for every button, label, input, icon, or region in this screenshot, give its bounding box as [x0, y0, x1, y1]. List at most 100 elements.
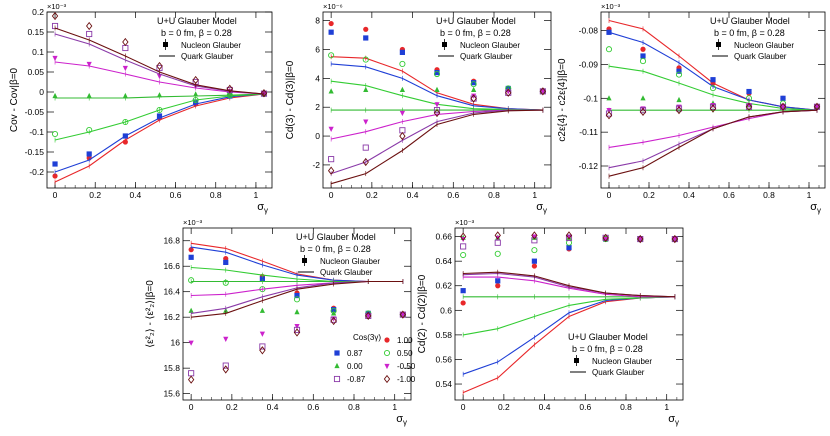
x-tick-label: 0	[329, 190, 334, 200]
nucleon-point-cos-0.87	[495, 278, 501, 284]
nucleon-point-cos--0.87	[605, 110, 613, 117]
y-tick-label: 0.58	[435, 330, 452, 340]
cos-legend-marker-1.00	[384, 337, 390, 343]
chart-title: U+U Glauber Model	[436, 16, 516, 26]
nucleon-point-cos--0.87	[709, 103, 717, 110]
nucleon-point-cos-0.00	[676, 96, 682, 103]
nucleon-point-cos--1.00	[365, 311, 372, 321]
nucleon-point-cos-0.50	[470, 81, 477, 88]
nucleon-point-cos-0.50	[460, 251, 467, 259]
nucleon-point-cos--0.87	[86, 30, 93, 38]
x-tick-label: 1	[532, 190, 537, 200]
y-tick-label: 0.64	[435, 256, 452, 266]
nucleon-point-cos--1.00	[399, 310, 407, 319]
nucleon-point-cos--1.00	[156, 61, 163, 71]
nucleon-point-cos-0.50	[709, 85, 717, 92]
y-tick-label: 6	[315, 45, 320, 55]
chart-title: U+U Glauber Model	[296, 232, 376, 242]
x-tick-label: 0.2	[226, 402, 238, 412]
nucleon-point-cos--1.00	[459, 232, 467, 241]
cos-legend-label: -0.50	[397, 362, 416, 371]
nucleon-point-cos--0.50	[434, 102, 440, 108]
nucleon-point-cos-0.00	[52, 92, 58, 99]
nucleon-point-cos-0.87	[294, 292, 300, 299]
x-axis-label: σγ	[257, 201, 268, 215]
y-axis-label: ⟨ε²₂⟩ - ⟨ε²₂⟩|β=0	[145, 280, 156, 348]
nucleon-point-cos--1.00	[494, 231, 501, 240]
nucleon-point-cos--0.50	[603, 236, 609, 243]
exponent-label: ×10⁻³	[183, 218, 203, 227]
y-tick-label: -0.2	[29, 167, 44, 177]
nucleon-point-cos--0.87	[362, 144, 369, 151]
nucleon-point-cos--1.00	[260, 89, 268, 98]
nucleon-point-cos--1.00	[605, 111, 613, 120]
nucleon-point-cos-0.50	[86, 126, 93, 134]
nucleon-point-cos-1.00	[640, 46, 646, 52]
y-tick-label: -0.05	[25, 107, 45, 117]
x-tick-label: 1	[254, 190, 259, 200]
nucleon-point-cos-0.87	[122, 133, 128, 139]
x-tick-label: 0	[53, 190, 58, 200]
nucleon-point-cos--0.50	[566, 234, 572, 240]
nucleon-point-cos--1.00	[675, 106, 683, 115]
nucleon-point-cos-0.87	[471, 80, 477, 86]
exponent-label: ×10⁻⁶	[323, 2, 343, 11]
x-tick-label: 0.6	[723, 190, 735, 200]
legend-nucleon-label: Nucleon Glauber	[592, 357, 652, 366]
nucleon-point-cos--0.87	[639, 107, 647, 114]
nucleon-point-cos-0.00	[259, 307, 265, 313]
nucleon-point-cos--1.00	[362, 157, 369, 167]
y-axis-label: Cd(2) - Cd(2)|β=0	[417, 274, 428, 353]
nucleon-point-cos--1.00	[531, 231, 538, 240]
nucleon-point-cos-1.00	[52, 173, 58, 179]
nucleon-point-cos--0.87	[675, 105, 683, 112]
y-tick-label: 15.8	[163, 363, 180, 373]
y-tick-label: 0.62	[435, 281, 452, 291]
nucleon-point-cos--1.00	[602, 233, 609, 242]
nucleon-point-cos--0.50	[86, 61, 92, 68]
y-tick-label: 16.6	[163, 261, 180, 271]
nucleon-point-cos--0.87	[531, 237, 538, 244]
nucleon-point-cos-0.50	[565, 239, 573, 246]
y-tick-label: 0	[39, 87, 44, 97]
nucleon-point-cos--0.87	[293, 326, 301, 333]
nucleon-point-cos-0.87	[606, 29, 612, 35]
nucleon-point-cos--0.50	[294, 324, 300, 330]
nucleon-point-cos-0.00	[331, 310, 337, 316]
nucleon-point-cos-0.50	[494, 250, 501, 257]
chart-subtitle: b = 0 fm, β = 0.28	[161, 28, 232, 38]
nucleon-point-cos--1.00	[51, 11, 59, 21]
exponent-label: ×10⁻³	[47, 2, 67, 11]
cos-legend-label: -1.00	[397, 375, 416, 384]
nucleon-point-cos-0.00	[193, 91, 199, 97]
nucleon-point-cos-0.87	[640, 53, 646, 59]
y-tick-label: 0.54	[435, 379, 452, 389]
plot-frame	[322, 11, 552, 189]
nucleon-point-cos-0.87	[188, 254, 194, 260]
y-axis-label: c2ε{4} - c2ε{4}|β=0	[557, 58, 568, 142]
y-tick-label: -0.11	[579, 127, 598, 137]
panel-p4: 0 0.2 0.4 0.6 0.8 1 15.6 15.8 16 16.2 16.4 16.6 16.8…	[145, 218, 416, 427]
nucleon-point-cos-0.50	[122, 118, 129, 126]
nucleon-point-cos-0.00	[363, 86, 369, 93]
y-tick-label: 8	[315, 16, 320, 26]
nucleon-point-cos-0.50	[362, 56, 369, 63]
nucleon-point-cos--1.00	[709, 104, 717, 113]
nucleon-point-cos--1.00	[330, 316, 337, 326]
nucleon-point-cos--0.50	[365, 313, 371, 320]
nucleon-point-cos-0.00	[606, 95, 612, 101]
nucleon-point-cos--1.00	[399, 131, 406, 141]
cos-legend-marker--0.50	[384, 363, 390, 370]
x-tick-label: 0.4	[407, 190, 419, 200]
nucleon-point-cos--1.00	[639, 107, 647, 116]
chart-subtitle: b = 0 fm, β = 0.28	[300, 244, 371, 254]
y-tick-label: 0.1	[32, 47, 44, 57]
cos-legend-label: 0.87	[347, 349, 363, 358]
nucleon-point-cos-0.00	[471, 86, 477, 93]
nucleon-point-cos--1.00	[327, 166, 335, 175]
legend-nucleon-label: Nucleon Glauber	[734, 41, 794, 50]
cos-legend-label: 0.00	[347, 362, 363, 371]
nucleon-point-cos--1.00	[539, 87, 547, 96]
nucleon-point-cos-0.87	[156, 113, 163, 119]
y-tick-label: -0.1	[29, 127, 44, 137]
